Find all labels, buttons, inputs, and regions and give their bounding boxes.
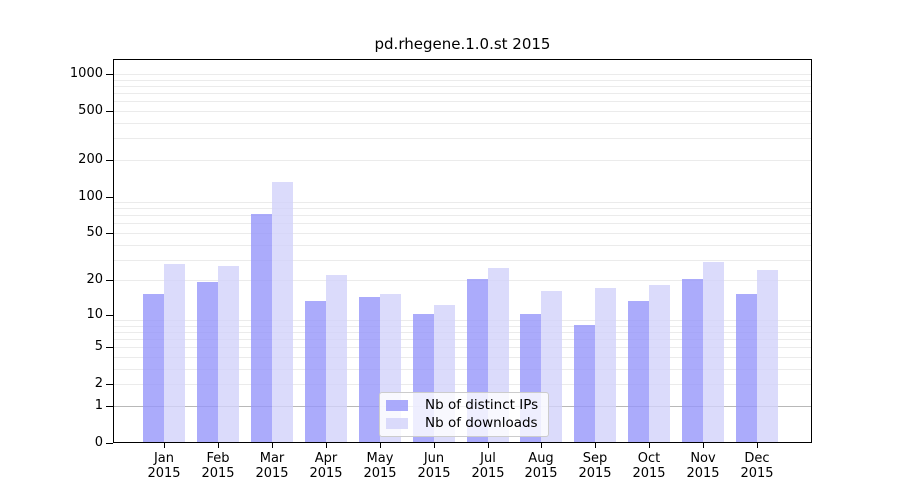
y-tick-mark-100 <box>106 197 113 198</box>
gridline-80 <box>114 208 811 210</box>
bar-dec-downloads <box>756 270 778 442</box>
x-tick-mark-jun <box>434 443 435 448</box>
bar-feb-downloads <box>218 266 240 442</box>
x-tick-mark-sep <box>595 443 596 448</box>
bar-oct-downloads <box>649 284 671 442</box>
gridline-3 <box>114 369 811 370</box>
gridline-600 <box>114 101 811 103</box>
x-tick-label-jun: Jun 2015 <box>417 451 451 481</box>
bar-sep-downloads <box>595 287 617 442</box>
bar-sep-distinct-ips <box>574 324 596 442</box>
gridline-1000 <box>114 74 811 75</box>
x-tick-mark-oct <box>649 443 650 448</box>
x-tick-mark-jul <box>488 443 489 448</box>
y-tick-mark-0 <box>106 443 113 444</box>
y-tick-label-2: 2 <box>94 376 103 391</box>
bar-may-distinct-ips <box>358 297 380 442</box>
y-tick-label-200: 200 <box>78 152 103 167</box>
x-tick-label-mar: Mar 2015 <box>255 451 289 481</box>
bar-dec-distinct-ips <box>735 293 757 442</box>
bar-mar-downloads <box>272 182 293 442</box>
bar-oct-distinct-ips <box>628 301 650 442</box>
x-tick-label-may: May 2015 <box>363 451 397 481</box>
gridline-200 <box>114 159 811 161</box>
gridline-900 <box>114 79 811 81</box>
y-tick-label-5: 5 <box>94 339 103 354</box>
x-tick-label-nov: Nov 2015 <box>686 451 720 481</box>
y-tick-label-20: 20 <box>86 272 103 287</box>
gridline-90 <box>114 202 811 204</box>
bar-jan-downloads <box>164 264 186 442</box>
bar-apr-distinct-ips <box>304 301 326 442</box>
x-tick-mark-jan <box>164 443 165 448</box>
gridline-5 <box>114 347 811 349</box>
y-tick-mark-50 <box>106 233 113 234</box>
plot-area <box>113 59 812 443</box>
bar-mar-distinct-ips <box>251 214 272 442</box>
bar-nov-downloads <box>703 262 724 442</box>
gridline-300 <box>114 138 811 140</box>
gridline-9 <box>114 320 811 321</box>
legend-swatch-distinct-ips <box>386 400 408 411</box>
x-tick-label-apr: Apr 2015 <box>309 451 343 481</box>
y-tick-mark-1000 <box>106 74 113 75</box>
y-tick-label-1000: 1000 <box>69 66 103 81</box>
bar-jan-distinct-ips <box>143 293 165 442</box>
y-tick-mark-1 <box>106 406 113 407</box>
x-tick-mark-mar <box>272 443 273 448</box>
gridline-8 <box>114 325 811 327</box>
gridline-400 <box>114 122 811 124</box>
legend-item-distinct-ips: Nb of distinct IPs <box>386 398 538 413</box>
gridline-2 <box>114 384 811 386</box>
y-tick-label-10: 10 <box>86 307 103 322</box>
x-tick-label-jan: Jan 2015 <box>147 451 181 481</box>
legend-label-distinct-ips: Nb of distinct IPs <box>425 397 539 413</box>
x-tick-mark-dec <box>757 443 758 448</box>
x-tick-mark-apr <box>326 443 327 448</box>
y-tick-mark-200 <box>106 160 113 161</box>
x-tick-label-feb: Feb 2015 <box>201 451 235 481</box>
legend-swatch-downloads <box>386 418 408 429</box>
x-tick-mark-may <box>380 443 381 448</box>
y-tick-mark-20 <box>106 280 113 281</box>
legend: Nb of distinct IPs Nb of downloads <box>379 392 550 437</box>
bar-feb-distinct-ips <box>197 282 219 442</box>
y-tick-label-0: 0 <box>94 435 103 450</box>
gridline-50 <box>114 233 811 234</box>
bar-apr-downloads <box>325 274 347 442</box>
y-tick-mark-500 <box>106 111 113 112</box>
x-tick-mark-nov <box>703 443 704 448</box>
gridline-800 <box>114 85 811 87</box>
legend-label-downloads: Nb of downloads <box>425 415 538 431</box>
gridline-20 <box>114 280 811 282</box>
y-tick-label-1: 1 <box>94 398 103 413</box>
y-tick-label-100: 100 <box>78 189 103 204</box>
gridline-70 <box>114 215 811 217</box>
legend-item-downloads: Nb of downloads <box>386 416 538 431</box>
gridline-30 <box>114 259 811 261</box>
gridline-4 <box>114 357 811 358</box>
bar-nov-distinct-ips <box>682 279 703 442</box>
chart-title: pd.rhegene.1.0.st 2015 <box>374 35 551 53</box>
x-tick-label-jul: Jul 2015 <box>471 451 505 481</box>
y-tick-label-500: 500 <box>78 103 103 118</box>
x-tick-label-oct: Oct 2015 <box>632 451 666 481</box>
x-tick-mark-feb <box>218 443 219 448</box>
gridline-40 <box>114 244 811 246</box>
y-tick-mark-10 <box>106 315 113 316</box>
y-tick-mark-2 <box>106 384 113 385</box>
x-tick-mark-aug <box>541 443 542 448</box>
gridline-7 <box>114 331 811 333</box>
x-tick-label-aug: Aug 2015 <box>524 451 558 481</box>
y-tick-mark-5 <box>106 347 113 348</box>
x-tick-label-dec: Dec 2015 <box>740 451 774 481</box>
gridline-6 <box>114 339 811 341</box>
y-tick-label-50: 50 <box>86 225 103 240</box>
gridline-60 <box>114 223 811 225</box>
gridline-700 <box>114 93 811 94</box>
gridline-500 <box>114 111 811 112</box>
x-tick-label-sep: Sep 2015 <box>578 451 612 481</box>
